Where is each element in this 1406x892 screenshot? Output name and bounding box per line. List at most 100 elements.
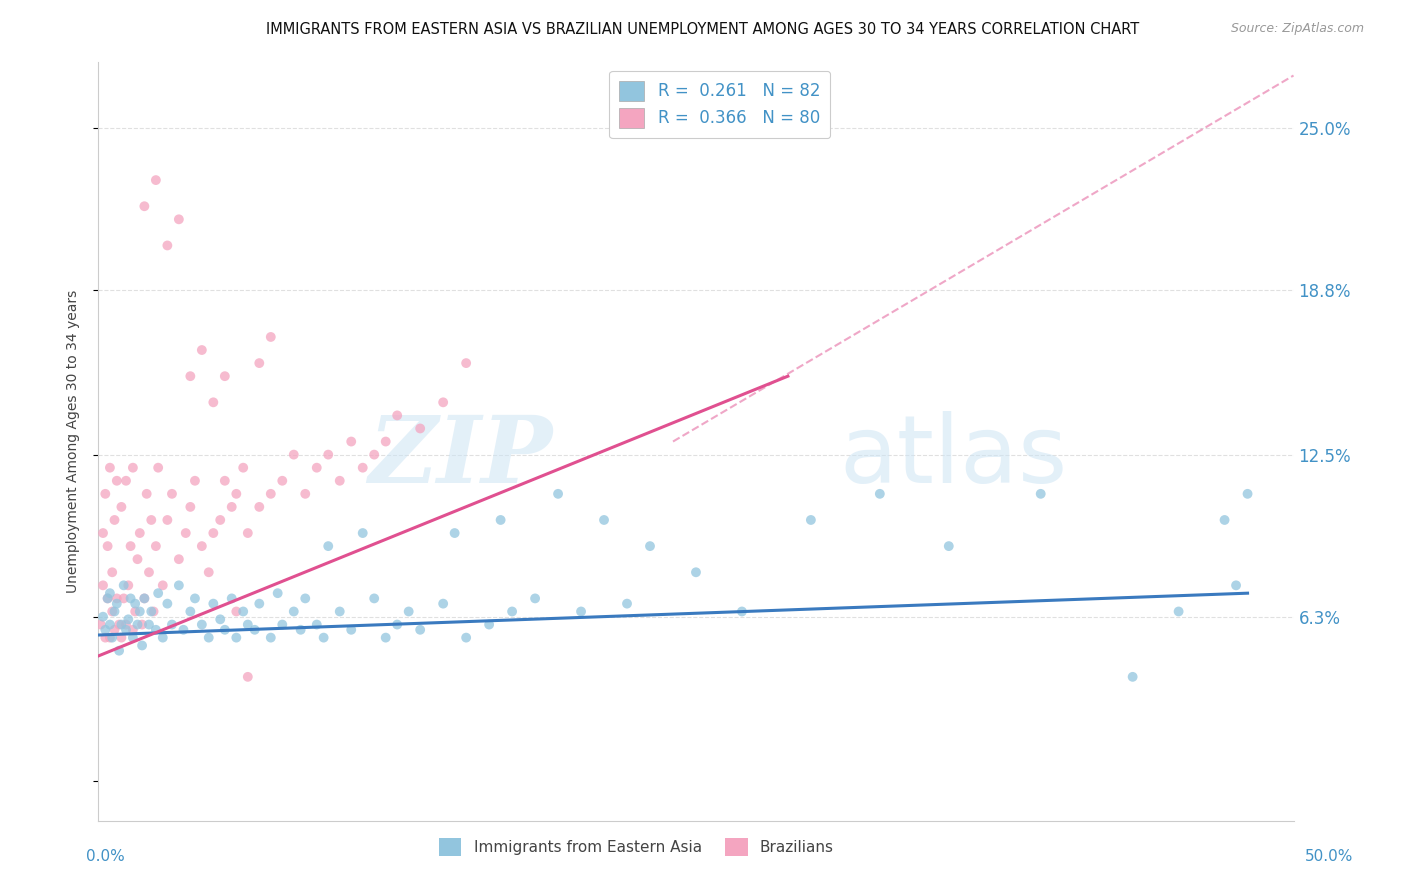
Point xyxy=(294,591,316,606)
Point xyxy=(409,421,432,435)
Point xyxy=(115,474,138,488)
Point xyxy=(443,526,465,541)
Point xyxy=(91,609,114,624)
Point xyxy=(221,500,243,514)
Point xyxy=(112,578,135,592)
Point xyxy=(105,597,128,611)
Point xyxy=(97,591,120,606)
Point xyxy=(97,539,120,553)
Point xyxy=(432,395,454,409)
Point xyxy=(191,539,214,553)
Point xyxy=(103,623,125,637)
Point xyxy=(363,448,385,462)
Point xyxy=(135,487,157,501)
Point xyxy=(160,617,183,632)
Point xyxy=(131,639,153,653)
Point xyxy=(172,623,194,637)
Point xyxy=(232,605,254,619)
Point xyxy=(138,566,160,580)
Point xyxy=(148,586,170,600)
Point xyxy=(94,623,117,637)
Point xyxy=(294,487,316,501)
Point xyxy=(174,526,197,541)
Point xyxy=(103,605,125,619)
Point xyxy=(232,460,254,475)
Point xyxy=(385,409,409,423)
Point xyxy=(385,617,409,632)
Point xyxy=(1225,578,1247,592)
Point xyxy=(247,500,270,514)
Point xyxy=(156,513,179,527)
Text: IMMIGRANTS FROM EASTERN ASIA VS BRAZILIAN UNEMPLOYMENT AMONG AGES 30 TO 34 YEARS: IMMIGRANTS FROM EASTERN ASIA VS BRAZILIA… xyxy=(266,22,1140,37)
Point xyxy=(117,612,139,626)
Point xyxy=(191,343,214,357)
Point xyxy=(115,623,138,637)
Point xyxy=(127,552,149,566)
Point xyxy=(340,623,363,637)
Point xyxy=(214,369,236,384)
Legend: Immigrants from Eastern Asia, Brazilians: Immigrants from Eastern Asia, Brazilians xyxy=(433,831,839,863)
Point xyxy=(267,586,290,600)
Point xyxy=(179,500,201,514)
Point xyxy=(312,631,335,645)
Point xyxy=(124,597,146,611)
Point xyxy=(167,212,190,227)
Point xyxy=(184,591,207,606)
Point xyxy=(456,631,478,645)
Point xyxy=(141,513,163,527)
Point xyxy=(128,526,150,541)
Point xyxy=(98,617,121,632)
Point xyxy=(110,500,132,514)
Point xyxy=(105,591,128,606)
Point xyxy=(547,487,569,501)
Point xyxy=(110,617,132,632)
Text: ZIP: ZIP xyxy=(368,412,553,501)
Point xyxy=(141,605,163,619)
Point xyxy=(108,643,131,657)
Point xyxy=(290,623,312,637)
Point xyxy=(202,395,225,409)
Point xyxy=(316,539,339,553)
Text: atlas: atlas xyxy=(839,410,1067,503)
Point xyxy=(329,474,352,488)
Point xyxy=(128,605,150,619)
Point xyxy=(260,487,283,501)
Point xyxy=(209,513,232,527)
Point xyxy=(593,513,616,527)
Point xyxy=(101,566,124,580)
Point xyxy=(156,597,179,611)
Point xyxy=(112,591,135,606)
Point xyxy=(305,617,328,632)
Point xyxy=(236,526,259,541)
Point xyxy=(1213,513,1236,527)
Point xyxy=(236,670,259,684)
Point xyxy=(260,330,283,344)
Point xyxy=(152,631,174,645)
Point xyxy=(340,434,363,449)
Point xyxy=(120,539,142,553)
Point xyxy=(179,369,201,384)
Point xyxy=(800,513,823,527)
Point xyxy=(101,605,124,619)
Point xyxy=(398,605,420,619)
Point xyxy=(214,623,236,637)
Text: Source: ZipAtlas.com: Source: ZipAtlas.com xyxy=(1230,22,1364,36)
Point xyxy=(374,631,396,645)
Point xyxy=(134,199,156,213)
Point xyxy=(489,513,512,527)
Point xyxy=(221,591,243,606)
Point xyxy=(432,597,454,611)
Point xyxy=(316,448,339,462)
Text: 0.0%: 0.0% xyxy=(86,849,125,863)
Point xyxy=(731,605,754,619)
Point xyxy=(124,605,146,619)
Point xyxy=(214,474,236,488)
Point xyxy=(94,631,117,645)
Point xyxy=(122,631,145,645)
Point xyxy=(134,591,156,606)
Point xyxy=(685,566,707,580)
Point xyxy=(938,539,960,553)
Point xyxy=(869,487,891,501)
Point xyxy=(105,474,128,488)
Point xyxy=(247,597,270,611)
